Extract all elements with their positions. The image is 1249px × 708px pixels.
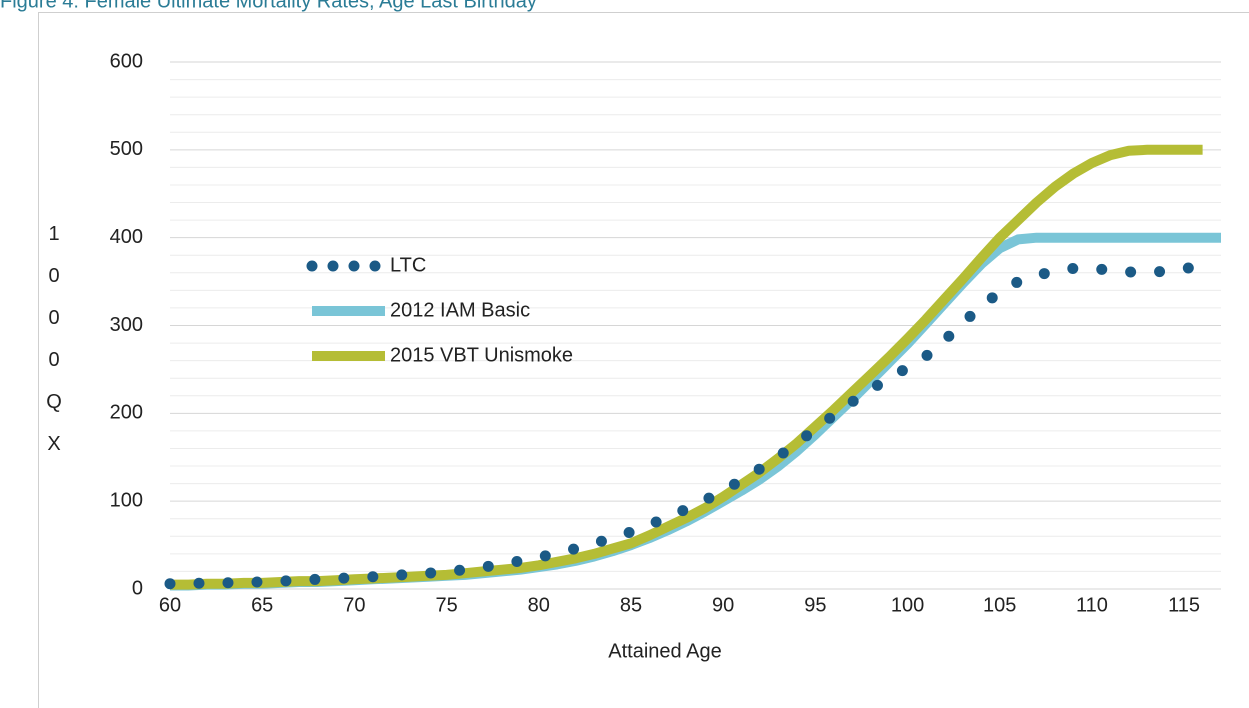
x-tick-label: 110 [1076,594,1108,616]
x-tick-label: 60 [159,594,181,616]
x-tick-label: 85 [620,594,642,616]
x-tick-label: 90 [712,594,734,616]
y-tick-label: 400 [110,226,143,248]
series-line [164,261,1209,590]
y-tick-label: 600 [110,50,143,72]
series-line [170,144,1203,590]
x-tick-label: 65 [251,594,273,616]
chart-title: Figure 4: Female Ultimate Mortality Rate… [0,0,537,12]
x-tick-label: 105 [983,594,1016,616]
y-tick-label: 500 [110,138,143,160]
x-tick-label: 75 [435,594,457,616]
y-axis-label: 1000QX [46,223,62,455]
legend-label: 2015 VBT Unismoke [390,344,573,366]
x-tick-label: 70 [343,594,365,616]
y-tick-label: 100 [110,489,143,511]
x-tick-label: 115 [1168,594,1200,616]
x-tick-label: 95 [804,594,826,616]
y-tick-label: 200 [110,402,143,424]
x-axis-label: Attained Age [608,640,721,662]
legend-label: LTC [390,254,426,276]
x-tick-label: 100 [891,594,924,616]
frame [38,12,1249,708]
y-tick-label: 0 [132,577,143,599]
y-tick-label: 300 [110,314,143,336]
x-tick-label: 80 [528,594,550,616]
legend-label: 2012 IAM Basic [390,299,530,321]
